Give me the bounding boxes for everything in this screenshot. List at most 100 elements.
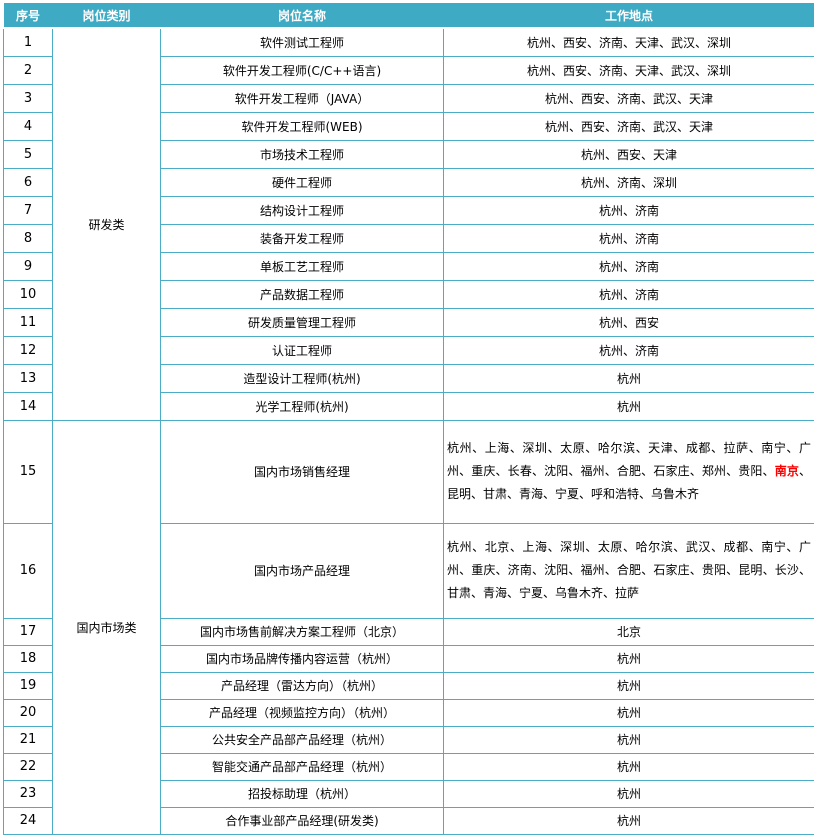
location-cell: 杭州 [443, 644, 814, 673]
job-name-cell: 合作事业部产品经理(研发类) [160, 806, 444, 835]
row-number: 15 [3, 419, 53, 524]
job-name-cell: 光学工程师(杭州) [160, 391, 444, 421]
table-row: 20 产品经理（视频监控方向）（杭州） 杭州 [3, 698, 814, 727]
table-row: 5 市场技术工程师 杭州、西安、天津 [3, 139, 814, 169]
row-number: 6 [3, 167, 53, 197]
job-name-cell: 造型设计工程师(杭州) [160, 363, 444, 393]
table-row: 9 单板工艺工程师 杭州、济南 [3, 251, 814, 281]
column-header-location: 工作地点 [443, 3, 814, 29]
job-name-cell: 产品经理（雷达方向）（杭州） [160, 671, 444, 700]
row-number: 24 [3, 806, 53, 835]
row-number: 23 [3, 779, 53, 808]
job-name-cell: 硬件工程师 [160, 167, 444, 197]
location-cell: 杭州 [443, 698, 814, 727]
job-name-cell: 软件开发工程师（JAVA） [160, 83, 444, 113]
table-row: 19 产品经理（雷达方向）（杭州） 杭州 [3, 671, 814, 700]
table-row: 16 国内市场产品经理 杭州、北京、上海、深圳、太原、哈尔滨、武汉、成都、南宁、… [3, 522, 814, 619]
job-name-cell: 研发质量管理工程师 [160, 307, 444, 337]
table-row: 13 造型设计工程师(杭州) 杭州 [3, 363, 814, 393]
row-number: 18 [3, 644, 53, 673]
location-highlight-nanjing: 南京 [774, 464, 799, 478]
location-cell: 杭州 [443, 363, 814, 393]
job-name-cell: 国内市场品牌传播内容运营（杭州） [160, 644, 444, 673]
location-cell: 杭州、西安、天津 [443, 139, 814, 169]
job-name-cell: 软件开发工程师(WEB) [160, 111, 444, 141]
column-header-seq: 序号 [3, 3, 53, 29]
location-cell: 杭州、济南 [443, 223, 814, 253]
table-row: 14 光学工程师(杭州) 杭州 [3, 391, 814, 421]
location-cell: 杭州、北京、上海、深圳、太原、哈尔滨、武汉、成都、南宁、广州、重庆、济南、沈阳、… [443, 522, 814, 619]
job-name-cell: 软件测试工程师 [160, 27, 444, 57]
job-name-cell: 招投标助理（杭州） [160, 779, 444, 808]
job-name-cell: 国内市场销售经理 [160, 419, 444, 524]
table-row: 3 软件开发工程师（JAVA） 杭州、西安、济南、武汉、天津 [3, 83, 814, 113]
row-number: 1 [3, 27, 53, 57]
location-cell: 杭州、济南 [443, 335, 814, 365]
table-row: 24 合作事业部产品经理(研发类) 杭州 [3, 806, 814, 835]
location-cell: 杭州、济南 [443, 279, 814, 309]
row-number: 9 [3, 251, 53, 281]
table-row: 22 智能交通产品部产品经理（杭州） 杭州 [3, 752, 814, 781]
row-number: 21 [3, 725, 53, 754]
location-text: 杭州、上海、深圳、太原、哈尔滨、天津、成都、拉萨、南宁、广州、重庆、长春、沈阳、… [447, 441, 811, 478]
location-cell: 杭州、济南 [443, 251, 814, 281]
job-name-cell: 单板工艺工程师 [160, 251, 444, 281]
row-number: 2 [3, 55, 53, 85]
row-number: 10 [3, 279, 53, 309]
location-cell: 北京 [443, 617, 814, 646]
job-name-cell: 国内市场售前解决方案工程师（北京） [160, 617, 444, 646]
row-number: 16 [3, 522, 53, 619]
table-row: 21 公共安全产品部产品经理（杭州） 杭州 [3, 725, 814, 754]
row-number: 5 [3, 139, 53, 169]
job-name-cell: 国内市场产品经理 [160, 522, 444, 619]
row-number: 11 [3, 307, 53, 337]
job-name-cell: 产品经理（视频监控方向）（杭州） [160, 698, 444, 727]
row-number: 12 [3, 335, 53, 365]
location-cell: 杭州、西安、济南、天津、武汉、深圳 [443, 55, 814, 85]
row-number: 7 [3, 195, 53, 225]
location-cell: 杭州、上海、深圳、太原、哈尔滨、天津、成都、拉萨、南宁、广州、重庆、长春、沈阳、… [443, 419, 814, 524]
header-row: 序号 岗位类别 岗位名称 工作地点 [3, 3, 814, 29]
location-text: 、昆明、甘肃、青海、宁夏、呼和浩特、乌鲁木齐 [447, 464, 811, 501]
job-name-cell: 结构设计工程师 [160, 195, 444, 225]
row-number: 22 [3, 752, 53, 781]
row-number: 19 [3, 671, 53, 700]
job-name-cell: 公共安全产品部产品经理（杭州） [160, 725, 444, 754]
table-row: 23 招投标助理（杭州） 杭州 [3, 779, 814, 808]
table-row: 10 产品数据工程师 杭州、济南 [3, 279, 814, 309]
job-name-cell: 产品数据工程师 [160, 279, 444, 309]
job-name-cell: 智能交通产品部产品经理（杭州） [160, 752, 444, 781]
job-name-cell: 认证工程师 [160, 335, 444, 365]
location-cell: 杭州、西安、济南、天津、武汉、深圳 [443, 27, 814, 57]
table-row: 11 研发质量管理工程师 杭州、西安 [3, 307, 814, 337]
location-cell: 杭州 [443, 806, 814, 835]
column-header-category: 岗位类别 [52, 3, 161, 29]
location-cell: 杭州、西安 [443, 307, 814, 337]
job-name-cell: 市场技术工程师 [160, 139, 444, 169]
location-cell: 杭州 [443, 391, 814, 421]
row-number: 3 [3, 83, 53, 113]
row-number: 14 [3, 391, 53, 421]
table-row: 2 软件开发工程师(C/C++语言) 杭州、西安、济南、天津、武汉、深圳 [3, 55, 814, 85]
location-cell: 杭州 [443, 671, 814, 700]
location-cell: 杭州 [443, 752, 814, 781]
row-number: 20 [3, 698, 53, 727]
row-number: 4 [3, 111, 53, 141]
location-cell: 杭州、济南、深圳 [443, 167, 814, 197]
category-cell-domestic-market: 国内市场类 [52, 419, 161, 835]
location-cell: 杭州、济南 [443, 195, 814, 225]
job-positions-table: 序号 岗位类别 岗位名称 工作地点 1 研发类 软件测试工程师 杭州、西安、济南… [3, 3, 814, 835]
table-row: 1 研发类 软件测试工程师 杭州、西安、济南、天津、武汉、深圳 [3, 27, 814, 421]
location-cell: 杭州、西安、济南、武汉、天津 [443, 83, 814, 113]
location-cell: 杭州 [443, 779, 814, 808]
row-number: 17 [3, 617, 53, 646]
job-name-cell: 装备开发工程师 [160, 223, 444, 253]
category-cell-rd: 研发类 [52, 27, 161, 421]
column-header-job-name: 岗位名称 [160, 3, 444, 29]
location-cell: 杭州、西安、济南、武汉、天津 [443, 111, 814, 141]
row-number: 8 [3, 223, 53, 253]
location-cell: 杭州 [443, 725, 814, 754]
table-row: 15 国内市场类 国内市场销售经理 杭州、上海、深圳、太原、哈尔滨、天津、成都、… [3, 419, 814, 835]
job-name-cell: 软件开发工程师(C/C++语言) [160, 55, 444, 85]
